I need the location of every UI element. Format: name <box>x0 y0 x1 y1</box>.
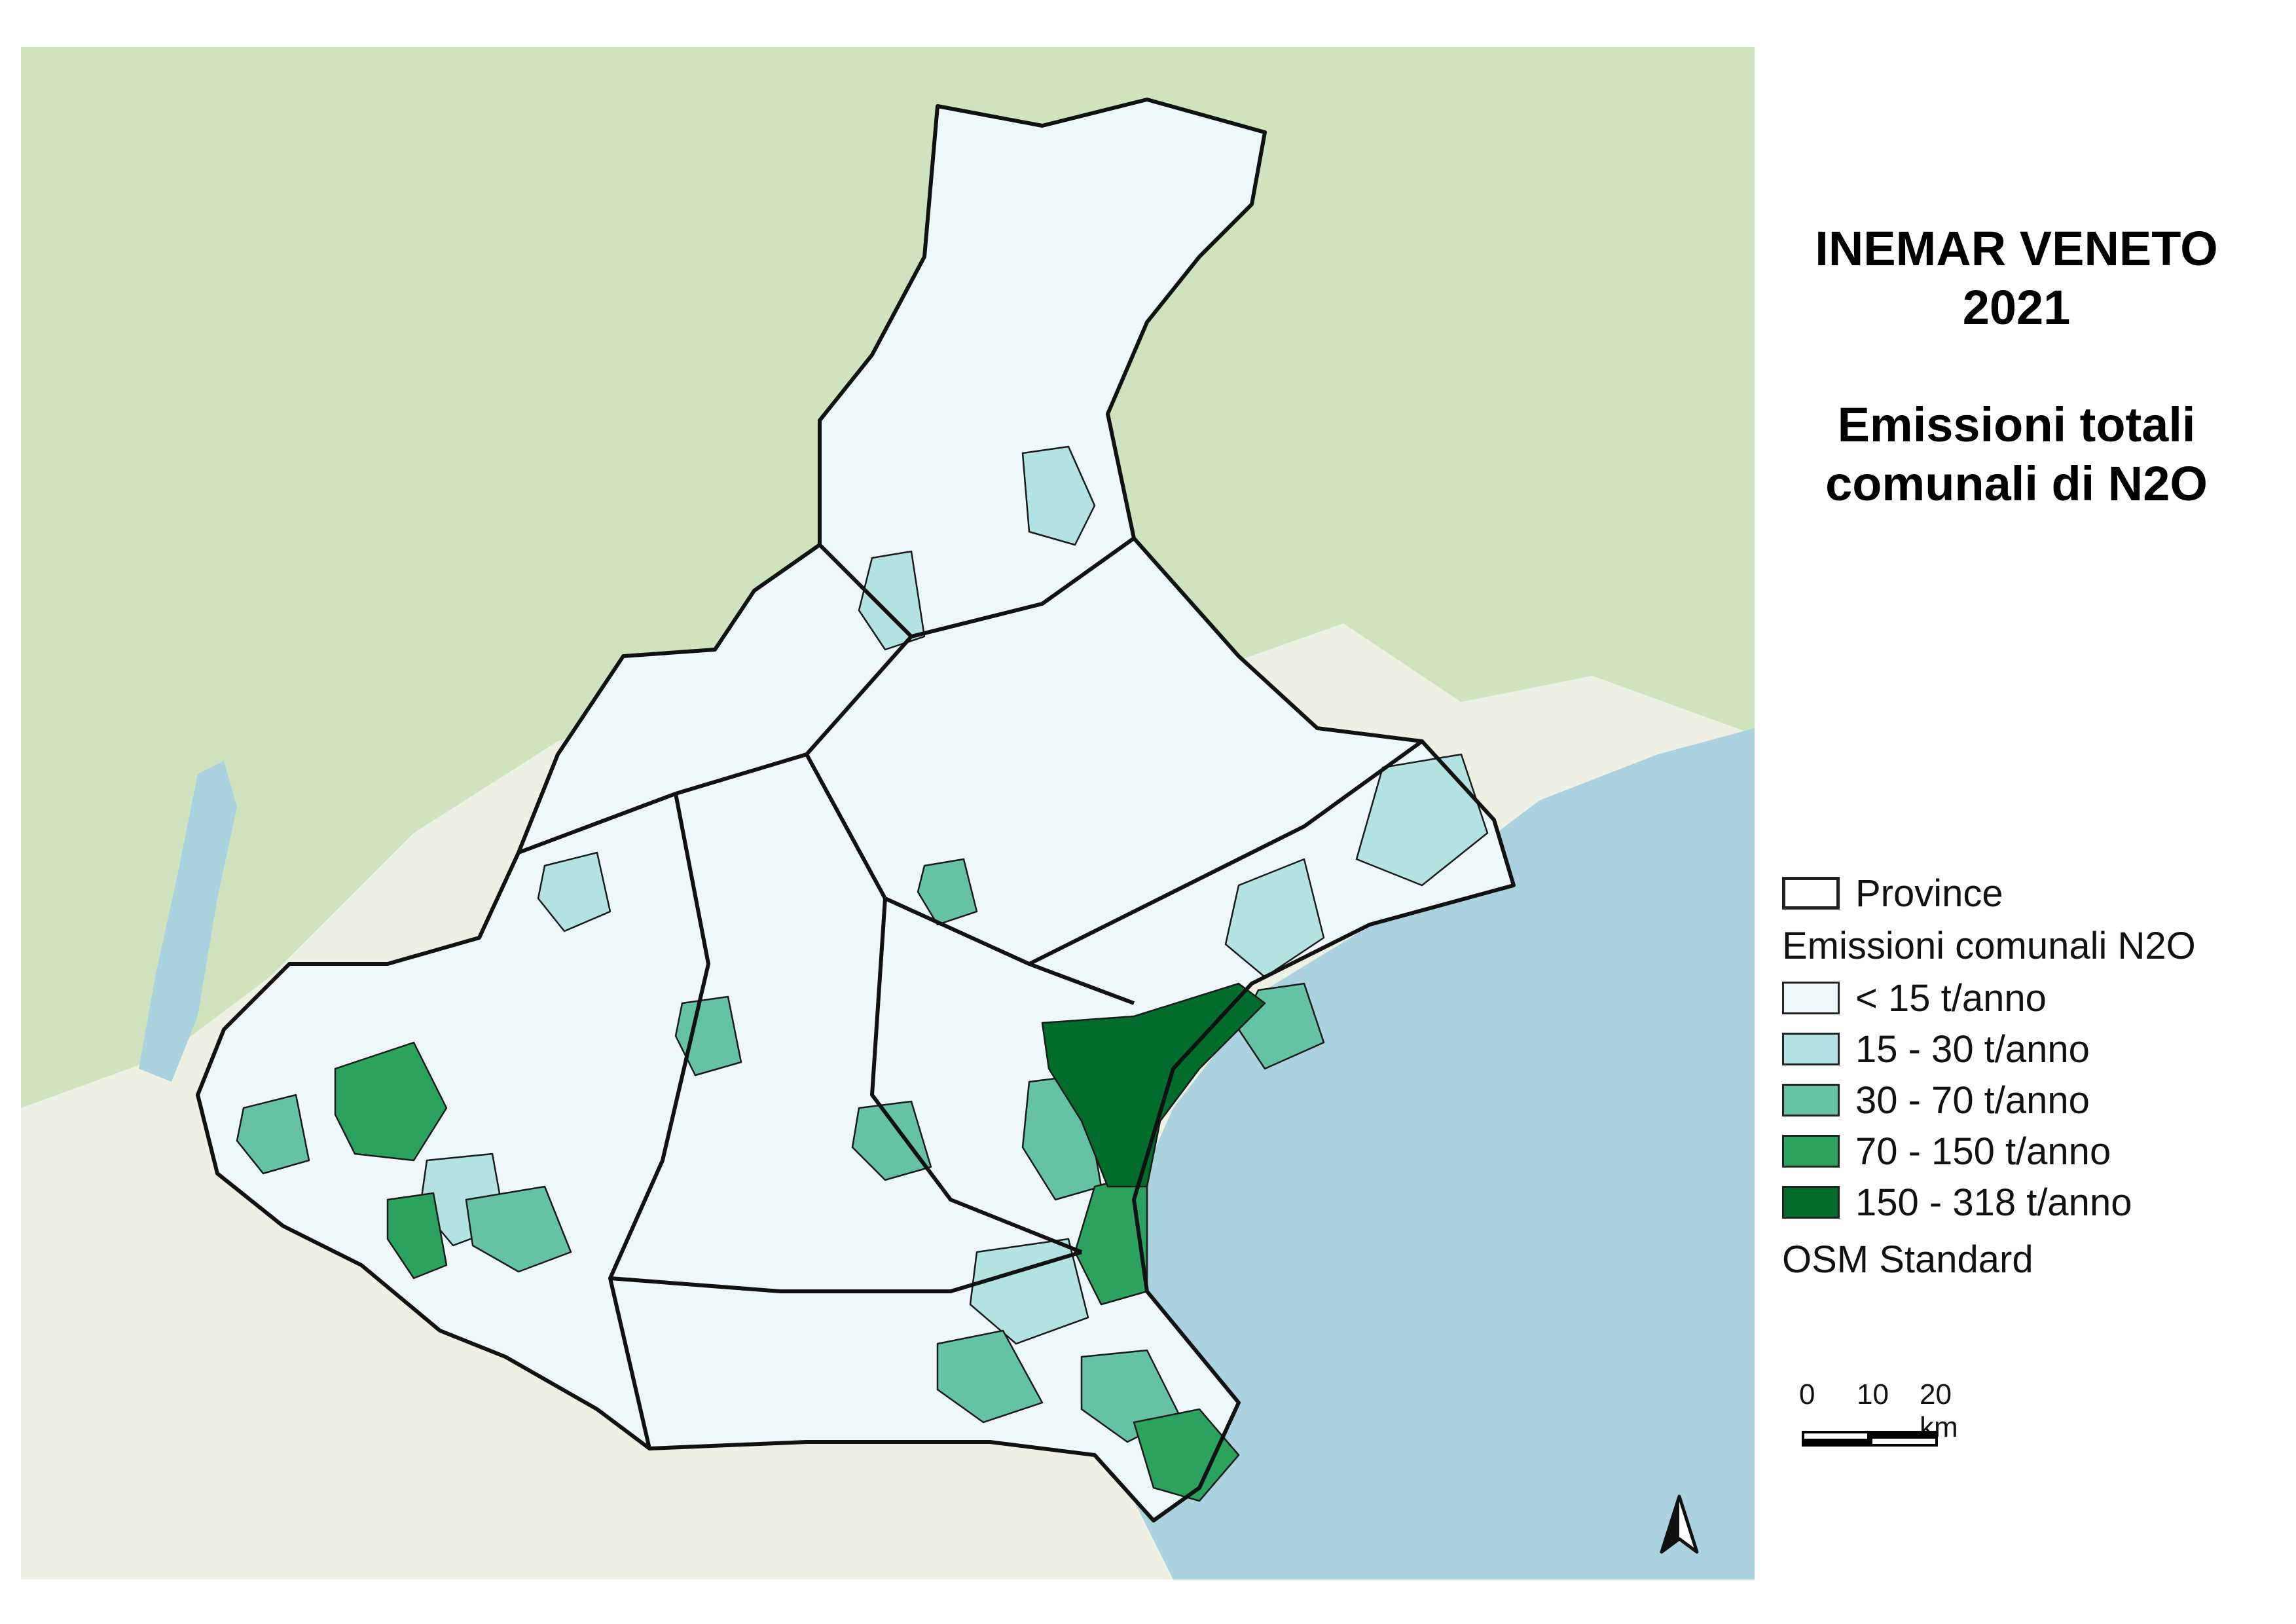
north-arrow-icon <box>1656 1493 1702 1562</box>
map-title: INEMAR VENETO 2021 Emissioni totali comu… <box>1768 219 2265 513</box>
legend-class-label: 70 - 150 t/anno <box>1855 1130 2111 1173</box>
legend-province-row: Province <box>1782 868 2280 919</box>
legend-class-swatch <box>1782 1186 1840 1219</box>
region-30-70-a[interactable] <box>917 858 978 926</box>
province-border-4 <box>1028 739 1423 966</box>
province-border-3 <box>805 753 1135 1005</box>
legend-class-label: < 15 t/anno <box>1855 976 2047 1020</box>
province-border-6 <box>870 898 1083 1254</box>
legend-class-label: 15 - 30 t/anno <box>1855 1027 2090 1071</box>
legend-class-label: 30 - 70 t/anno <box>1855 1079 2090 1122</box>
scale-bar: 0 10 20 km <box>1799 1378 1995 1470</box>
legend: Province Emissioni comunali N2O < 15 t/a… <box>1782 868 2280 1291</box>
legend-class-row: 150 - 318 t/anno <box>1782 1177 2280 1228</box>
legend-class-row: 70 - 150 t/anno <box>1782 1126 2280 1177</box>
region-150-318[interactable] <box>1041 982 1266 1188</box>
region-30-70-h[interactable] <box>465 1185 572 1273</box>
basemap-lake <box>139 761 237 1082</box>
province-border-5 <box>608 793 710 1449</box>
title-line-2: 2021 <box>1962 280 2071 335</box>
legend-class-row: 30 - 70 t/anno <box>1782 1075 2280 1126</box>
map-canvas[interactable] <box>21 47 1755 1579</box>
region-70-150-a[interactable] <box>334 1041 448 1162</box>
title-line-4: comunali di N2O <box>1825 456 2208 511</box>
region-15-30-a[interactable] <box>1021 445 1096 546</box>
region-15-30-f[interactable] <box>537 851 611 932</box>
legend-heading: Emissioni comunali N2O <box>1782 924 2196 967</box>
region-15-30-d[interactable] <box>1224 858 1325 978</box>
basemap-sea <box>1095 728 1755 1579</box>
province-border-7 <box>610 1250 1082 1293</box>
region-70-150-b[interactable] <box>386 1192 448 1280</box>
region-30-70-b[interactable] <box>674 995 742 1077</box>
region-30-70-c[interactable] <box>851 1100 932 1181</box>
region-70-150-d[interactable] <box>1133 1408 1240 1502</box>
legend-province-label: Province <box>1855 872 2003 915</box>
legend-class-label: 150 - 318 t/anno <box>1855 1181 2132 1224</box>
legend-class-swatch <box>1782 1033 1840 1065</box>
legend-class-swatch <box>1782 1135 1840 1168</box>
scale-label-0: 0 <box>1799 1378 1815 1411</box>
province-border-outer <box>196 98 1516 1522</box>
title-line-1: INEMAR VENETO <box>1815 221 2218 276</box>
province-border-1 <box>818 536 1135 638</box>
legend-basemap-label: OSM Standard <box>1782 1238 2033 1281</box>
legend-class-row: 15 - 30 t/anno <box>1782 1024 2280 1075</box>
legend-class-swatch <box>1782 1084 1840 1116</box>
legend-class-row: < 15 t/anno <box>1782 972 2280 1024</box>
scale-label-20: 20 km <box>1920 1378 1958 1443</box>
legend-province-swatch <box>1782 877 1840 910</box>
title-line-3: Emissioni totali <box>1837 397 2196 452</box>
region-15-30-c[interactable] <box>1355 753 1489 887</box>
province-border-2 <box>517 635 913 855</box>
scale-label-10: 10 <box>1857 1378 1889 1411</box>
legend-class-swatch <box>1782 982 1840 1014</box>
region-30-70-i[interactable] <box>236 1094 310 1175</box>
region-30-70-f[interactable] <box>936 1329 1044 1424</box>
scale-bar-graphic <box>1802 1431 1938 1447</box>
